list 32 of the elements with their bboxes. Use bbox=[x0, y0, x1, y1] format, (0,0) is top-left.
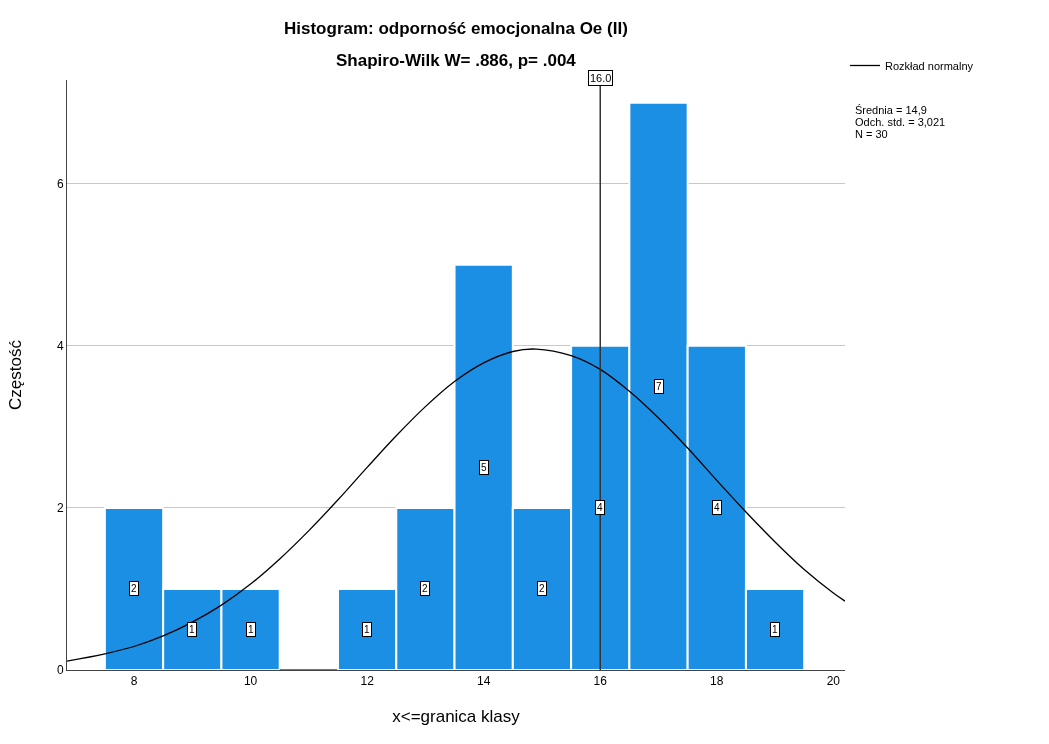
chart-title: Histogram: odporność emocjonalna Oe (II) bbox=[284, 19, 628, 38]
data-label: 2 bbox=[131, 583, 137, 594]
data-label: 5 bbox=[481, 462, 487, 473]
data-label: 1 bbox=[189, 624, 195, 635]
y-axis-title: Częstość bbox=[6, 339, 26, 410]
data-label: 1 bbox=[772, 624, 778, 635]
data-label: 4 bbox=[714, 502, 720, 513]
x-axis-title: x<=granica klasy bbox=[392, 706, 521, 726]
data-label: 2 bbox=[422, 583, 428, 594]
y-tick-label: 2 bbox=[56, 501, 64, 516]
text: Średnia = 14,9 bbox=[855, 104, 927, 116]
ref-line-label: 16.0 bbox=[590, 72, 612, 84]
text: N = 30 bbox=[855, 128, 888, 140]
data-label: 4 bbox=[597, 502, 603, 513]
x-tick-label: 16 bbox=[593, 674, 608, 689]
x-tick-label: 12 bbox=[360, 674, 375, 689]
text: Odch. std. = 3,021 bbox=[855, 116, 946, 128]
x-tick-label: 10 bbox=[243, 674, 258, 689]
x-tick-label: 14 bbox=[477, 674, 491, 689]
legend-label: Rozkład normalny bbox=[885, 59, 974, 72]
data-label: 2 bbox=[539, 583, 545, 594]
x-tick-label: 8 bbox=[130, 674, 138, 689]
chart-subtitle: Shapiro-Wilk W= .886, p= .004 bbox=[336, 51, 577, 70]
y-tick-label: 0 bbox=[56, 663, 64, 678]
x-tick-label: 18 bbox=[710, 674, 724, 689]
data-label: 7 bbox=[656, 381, 662, 392]
data-label: 1 bbox=[248, 624, 254, 635]
line-series bbox=[67, 348, 845, 662]
data-label: 1 bbox=[364, 624, 370, 635]
x-tick-label: 20 bbox=[826, 674, 841, 689]
y-tick-label: 4 bbox=[56, 339, 64, 354]
y-tick-label: 6 bbox=[56, 176, 64, 191]
